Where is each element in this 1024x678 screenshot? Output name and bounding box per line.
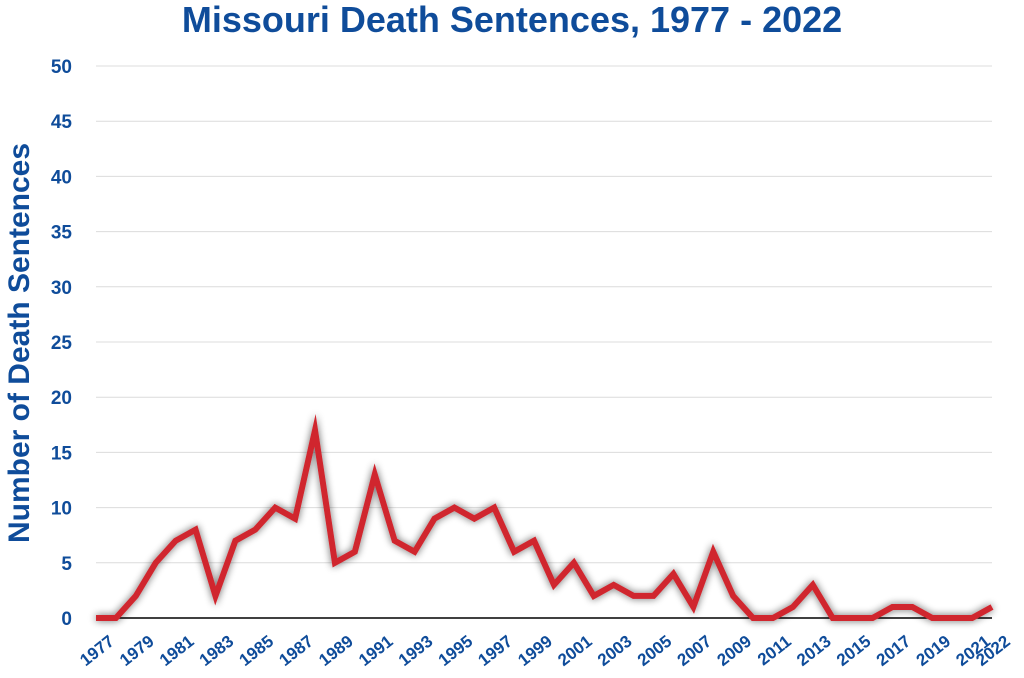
- y-tick-label: 40: [51, 167, 72, 188]
- x-tick-label: 2011: [754, 632, 795, 670]
- x-tick-label: 1985: [236, 632, 278, 670]
- y-tick-label: 5: [61, 554, 72, 575]
- x-tick-label: 2013: [793, 632, 835, 670]
- x-tick-label: 1981: [156, 632, 198, 670]
- x-tick-label: 1997: [475, 632, 517, 670]
- x-tick-labels: 1977197919811983198519871989199119931995…: [76, 632, 1014, 670]
- x-tick-label: 2015: [833, 632, 875, 670]
- x-tick-label: 1999: [514, 632, 556, 670]
- x-tick-label: 2007: [674, 632, 716, 670]
- y-tick-label: 10: [51, 499, 72, 520]
- chart-title: Missouri Death Sentences, 1977 - 2022: [181, 0, 843, 40]
- y-tick-label: 30: [51, 278, 72, 299]
- x-tick-label: 2019: [913, 632, 955, 670]
- x-tick-label: 2003: [594, 632, 636, 670]
- x-tick-label: 2017: [873, 632, 915, 670]
- series-line-0: [96, 414, 994, 621]
- y-tick-label: 15: [51, 443, 73, 464]
- y-tick-label: 0: [61, 609, 72, 630]
- y-tick-labels: 0 5 10 15 20 25 30 35 40 45 50: [51, 57, 73, 630]
- y-axis-label: Number of Death Sentences: [3, 143, 36, 543]
- x-tick-label: 1991: [355, 632, 397, 670]
- y-tick-label: 45: [51, 112, 73, 133]
- x-tick-label: 1983: [196, 632, 238, 670]
- x-tick-label: 1993: [395, 632, 437, 670]
- grid-lines: [96, 65, 992, 619]
- y-tick-label: 20: [51, 388, 72, 409]
- x-tick-label: 1979: [116, 632, 158, 670]
- x-tick-label: 2001: [554, 632, 596, 670]
- x-tick-label: 1995: [435, 632, 477, 670]
- series-layer: [96, 414, 994, 621]
- x-tick-label: 1989: [315, 632, 357, 670]
- y-tick-label: 50: [51, 57, 72, 78]
- x-tick-label: 2005: [634, 632, 676, 670]
- x-tick-label: 1987: [275, 632, 317, 670]
- y-tick-label: 35: [51, 223, 73, 244]
- x-tick-label: 2009: [713, 632, 755, 670]
- y-tick-label: 25: [51, 333, 73, 354]
- x-tick-label: 1977: [76, 632, 118, 670]
